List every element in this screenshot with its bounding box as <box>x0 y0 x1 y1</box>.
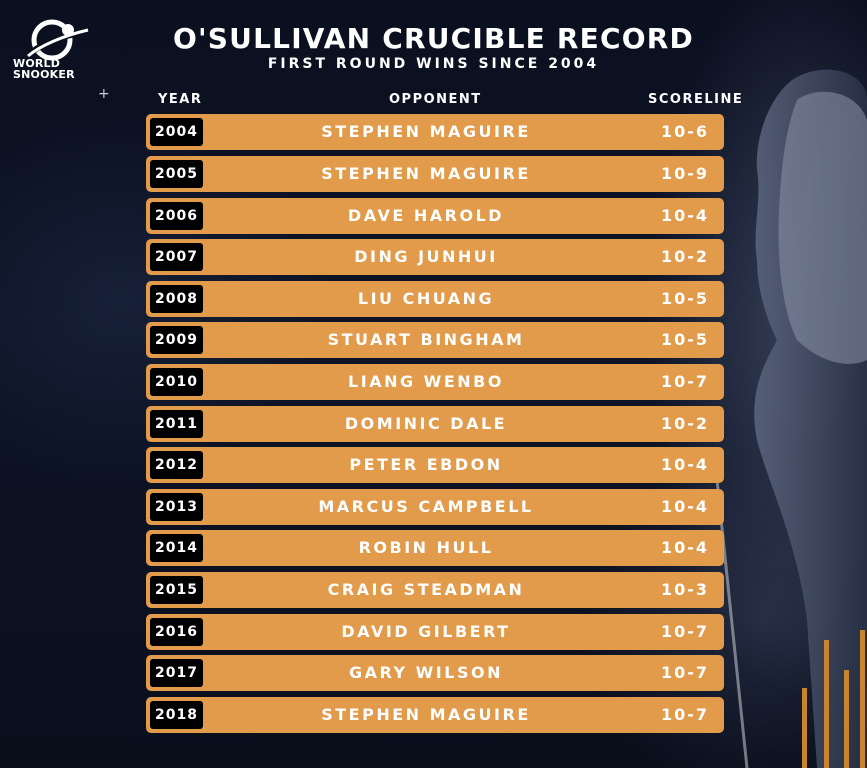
brand-wordmark: WORLD SNOOKER <box>13 58 75 80</box>
table-row: 2005 STEPHEN MAGUIRE 10-9 <box>146 156 724 192</box>
table-row: 2006 DAVE HAROLD 10-4 <box>146 198 724 234</box>
table-row: 2013 MARCUS CAMPBELL 10-4 <box>146 489 724 525</box>
year-badge: 2017 <box>150 659 203 687</box>
scoreline: 10-4 <box>660 538 710 557</box>
opponent-name: STEPHEN MAGUIRE <box>321 122 531 141</box>
opponent-name: STEPHEN MAGUIRE <box>321 705 531 724</box>
opponent-name: CRAIG STEADMAN <box>327 580 525 599</box>
page-title: O'SULLIVAN CRUCIBLE RECORD <box>173 22 694 55</box>
page-subtitle: FIRST ROUND WINS SINCE 2004 <box>267 56 600 72</box>
year-badge: 2009 <box>150 326 203 354</box>
scoreline: 10-5 <box>660 330 710 349</box>
scoreline: 10-4 <box>660 497 710 516</box>
scoreline: 10-2 <box>660 414 710 433</box>
opponent-name: GARY WILSON <box>349 663 503 682</box>
year-badge: 2018 <box>150 701 203 729</box>
table-row: 2012 PETER EBDON 10-4 <box>146 447 724 483</box>
table-row: 2010 LIANG WENBO 10-7 <box>146 364 724 400</box>
scoreline: 10-3 <box>660 580 710 599</box>
column-header-year: YEAR <box>158 92 203 107</box>
opponent-name: STEPHEN MAGUIRE <box>321 164 531 183</box>
year-badge: 2007 <box>150 243 203 271</box>
player-silhouette-image <box>715 69 867 768</box>
column-header-opponent: OPPONENT <box>389 92 482 107</box>
scoreline: 10-7 <box>660 663 710 682</box>
table-row: 2014 ROBIN HULL 10-4 <box>146 530 724 566</box>
opponent-name: DAVE HAROLD <box>347 206 505 225</box>
opponent-name: MARCUS CAMPBELL <box>318 497 534 516</box>
opponent-name: DAVID GILBERT <box>341 622 511 641</box>
opponent-name: PETER EBDON <box>349 455 503 474</box>
year-badge: 2012 <box>150 451 203 479</box>
plus-icon: + <box>98 86 110 102</box>
table-row: 2007 DING JUNHUI 10-2 <box>146 239 724 275</box>
table-row: 2011 DOMINIC DALE 10-2 <box>146 406 724 442</box>
scoreline: 10-7 <box>660 622 710 641</box>
opponent-name: LIANG WENBO <box>348 372 504 391</box>
scoreline: 10-4 <box>660 455 710 474</box>
brand-line2: SNOOKER <box>13 68 75 81</box>
world-snooker-logo-icon <box>27 19 89 61</box>
opponent-name: DOMINIC DALE <box>344 414 508 433</box>
table-row: 2018 STEPHEN MAGUIRE 10-7 <box>146 697 724 733</box>
brand-line1: WORLD <box>13 57 61 70</box>
year-badge: 2006 <box>150 202 203 230</box>
table-row: 2009 STUART BINGHAM 10-5 <box>146 322 724 358</box>
year-badge: 2005 <box>150 160 203 188</box>
year-badge: 2008 <box>150 285 203 313</box>
table-row: 2015 CRAIG STEADMAN 10-3 <box>146 572 724 608</box>
scoreline: 10-7 <box>660 705 710 724</box>
column-header-scoreline: SCORELINE <box>648 92 744 107</box>
year-badge: 2015 <box>150 576 203 604</box>
year-badge: 2004 <box>150 118 203 146</box>
scoreline: 10-9 <box>660 164 710 183</box>
decorative-bars-icon <box>802 630 865 768</box>
scoreline: 10-5 <box>660 289 710 308</box>
table-row: 2004 STEPHEN MAGUIRE 10-6 <box>146 114 724 150</box>
opponent-name: LIU CHUANG <box>357 289 495 308</box>
table-row: 2017 GARY WILSON 10-7 <box>146 655 724 691</box>
year-badge: 2014 <box>150 534 203 562</box>
scoreline: 10-4 <box>660 206 710 225</box>
scoreline: 10-2 <box>660 247 710 266</box>
opponent-name: DING JUNHUI <box>354 247 498 266</box>
year-badge: 2016 <box>150 618 203 646</box>
opponent-name: STUART BINGHAM <box>327 330 525 349</box>
table-row: 2008 LIU CHUANG 10-5 <box>146 281 724 317</box>
year-badge: 2013 <box>150 493 203 521</box>
scoreline: 10-7 <box>660 372 710 391</box>
year-badge: 2010 <box>150 368 203 396</box>
scoreline: 10-6 <box>660 122 710 141</box>
opponent-name: ROBIN HULL <box>358 538 494 557</box>
year-badge: 2011 <box>150 410 203 438</box>
table-row: 2016 DAVID GILBERT 10-7 <box>146 614 724 650</box>
